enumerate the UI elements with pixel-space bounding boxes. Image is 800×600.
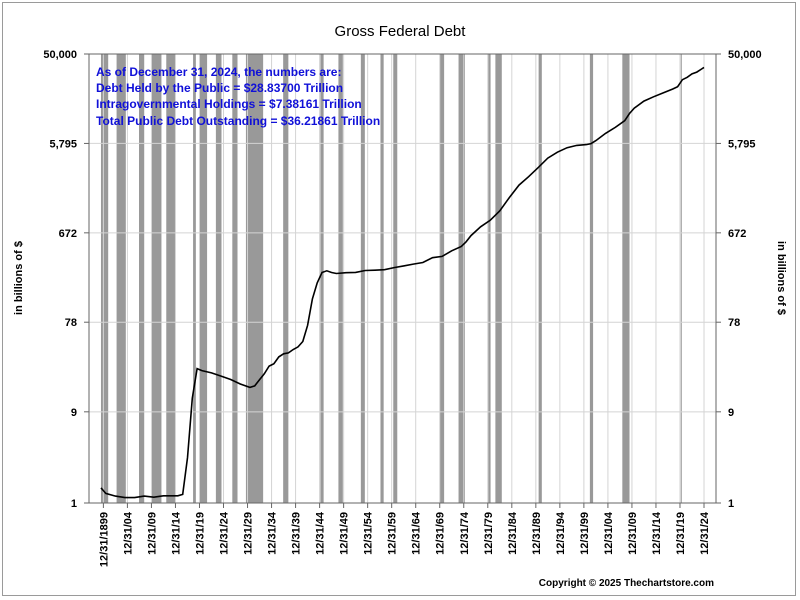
y-axis-label-right: in billions of $ — [775, 241, 787, 315]
x-tick-label-21: 12/31/04 — [603, 511, 615, 555]
recession-band-21 — [589, 54, 594, 503]
x-tick-label-14: 12/31/69 — [435, 512, 447, 555]
recession-band-1 — [116, 54, 126, 503]
x-tick-label-23: 12/31/14 — [651, 511, 663, 555]
x-tick-label-7: 12/31/34 — [267, 511, 279, 555]
chart-title: Gross Federal Debt — [335, 23, 467, 40]
x-tick-label-19: 12/31/94 — [555, 511, 567, 555]
recession-band-17 — [458, 54, 465, 503]
recession-band-3 — [151, 54, 162, 503]
recession-band-14 — [380, 54, 384, 503]
y-tick-label-right-3: 672 — [728, 228, 746, 240]
y-tick-label-left-1: 9 — [71, 407, 77, 419]
annotation-line-4: Total Public Debt Outstanding = $36.2186… — [96, 114, 380, 128]
x-tick-label-25: 12/31/24 — [699, 511, 711, 555]
recession-band-19 — [495, 54, 502, 503]
y-axis-right: 1 9 78 672 5,795 50,000 — [716, 49, 762, 510]
recession-bands — [100, 54, 682, 503]
y-tick-label-left-0: 1 — [71, 498, 77, 510]
y-tick-label-right-4: 5,795 — [728, 138, 756, 150]
x-tick-label-1: 12/31/04 — [122, 511, 134, 555]
x-tick-label-15: 12/31/74 — [459, 511, 471, 555]
x-tick-label-13: 12/31/64 — [411, 511, 423, 555]
x-tick-label-4: 12/31/19 — [194, 512, 206, 555]
x-tick-label-20: 12/31/99 — [579, 512, 591, 555]
recession-band-23 — [680, 54, 682, 503]
x-tick-label-3: 12/31/14 — [170, 511, 182, 555]
x-tick-label-2: 12/31/09 — [146, 512, 158, 555]
x-tick-label-16: 12/31/79 — [483, 512, 495, 555]
x-tick-label-11: 12/31/54 — [363, 511, 375, 555]
recession-band-11 — [320, 54, 324, 503]
y-tick-label-right-5: 50,000 — [728, 49, 762, 61]
recession-band-22 — [622, 54, 630, 503]
recession-band-8 — [232, 54, 238, 503]
recession-band-2 — [139, 54, 145, 503]
y-tick-label-left-4: 5,795 — [49, 138, 77, 150]
x-tick-label-10: 12/31/49 — [339, 512, 351, 555]
recession-band-20 — [538, 54, 542, 503]
recession-band-0 — [100, 54, 109, 503]
recession-band-10 — [283, 54, 289, 503]
y-axis-label-left: in billions of $ — [13, 241, 25, 315]
y-tick-label-right-1: 9 — [728, 407, 734, 419]
x-tick-label-22: 12/31/09 — [627, 512, 639, 555]
recession-band-9 — [245, 54, 264, 503]
x-tick-label-0: 12/31/1899 — [98, 512, 110, 567]
recession-band-4 — [166, 54, 176, 503]
x-tick-label-12: 12/31/59 — [387, 512, 399, 555]
series-line-gross-debt — [100, 66, 705, 499]
plot-area — [88, 53, 717, 504]
x-tick-label-18: 12/31/89 — [531, 512, 543, 555]
y-tick-label-left-2: 78 — [65, 317, 77, 329]
x-tick-label-24: 12/31/19 — [675, 512, 687, 555]
x-tick-label-9: 12/31/44 — [315, 511, 327, 555]
recession-band-5 — [193, 54, 196, 503]
y-tick-label-right-2: 78 — [728, 317, 740, 329]
annotation-line-1: As of December 31, 2024, the numbers are… — [96, 65, 341, 79]
copyright-text: Copyright © 2025 Thechartstore.com — [539, 578, 714, 589]
x-tick-label-17: 12/31/84 — [507, 511, 519, 555]
x-axis: 12/31/1899 12/31/04 12/31/09 12/31/14 12/31/… — [98, 503, 711, 567]
recession-band-16 — [439, 54, 445, 503]
annotation-line-2: Debt Held by the Public = $28.83700 Tril… — [96, 81, 343, 95]
y-tick-label-left-3: 672 — [59, 228, 77, 240]
y-axis-left: 1 9 78 672 5,795 50,000 — [43, 49, 89, 510]
recession-band-15 — [393, 54, 398, 503]
recession-band-6 — [199, 54, 208, 503]
x-tick-label-8: 12/31/39 — [291, 512, 303, 555]
recession-band-18 — [488, 54, 491, 503]
recession-band-13 — [360, 54, 365, 503]
annotation-line-3: Intragovernmental Holdings = $7.38161 Tr… — [96, 97, 362, 111]
recession-band-12 — [338, 54, 343, 503]
x-tick-label-6: 12/31/29 — [243, 512, 255, 555]
y-tick-label-right-0: 1 — [728, 498, 734, 510]
recession-band-7 — [215, 54, 222, 503]
y-tick-label-left-5: 50,000 — [43, 49, 77, 61]
x-tick-label-5: 12/31/24 — [219, 511, 231, 555]
